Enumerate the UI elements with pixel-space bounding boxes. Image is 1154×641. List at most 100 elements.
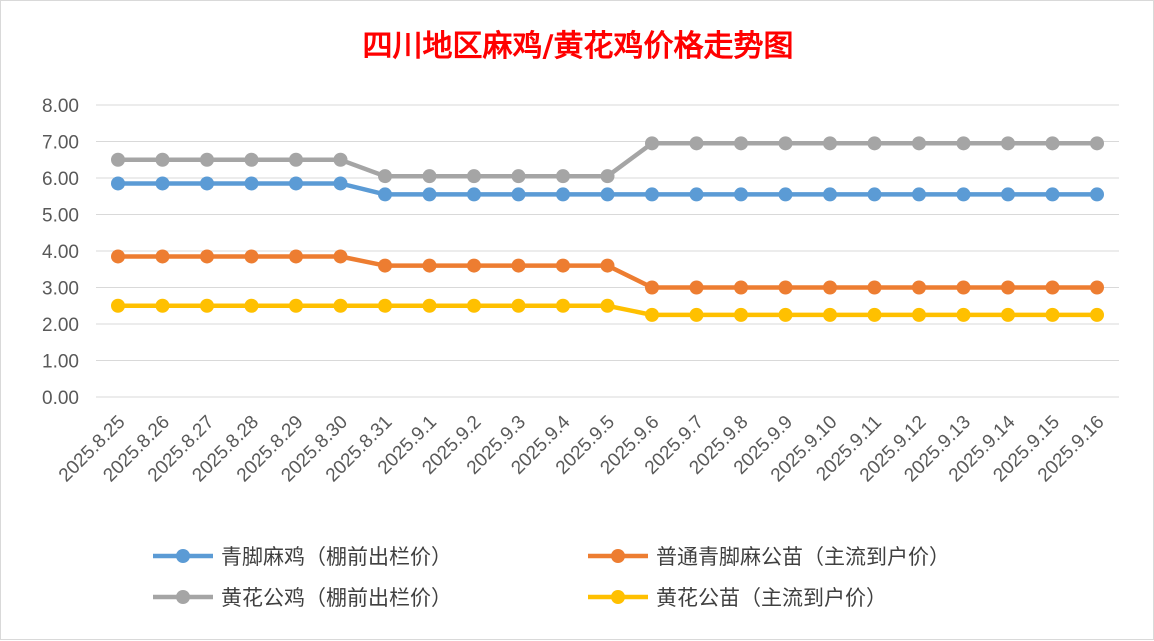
data-point (244, 152, 259, 167)
data-point (956, 136, 971, 151)
legend-entry: 黄花公苗（主流到户价） (588, 586, 887, 610)
data-point (333, 152, 348, 167)
data-point (823, 307, 837, 322)
data-point (511, 258, 526, 273)
y-tick-label: 6.00 (42, 169, 79, 190)
data-point (778, 280, 793, 295)
y-tick-label: 2.00 (42, 315, 79, 336)
data-point (645, 307, 659, 322)
data-point (600, 298, 615, 313)
data-point (333, 298, 348, 313)
data-point (1090, 280, 1104, 295)
legend-marker (611, 590, 625, 604)
data-point (912, 307, 926, 322)
data-point (778, 187, 793, 202)
data-point (600, 187, 615, 202)
data-point (689, 280, 704, 295)
data-point (155, 298, 170, 313)
data-point (289, 298, 303, 313)
legend-marker (176, 549, 190, 563)
data-point (956, 187, 971, 202)
data-point (823, 280, 837, 295)
data-point (1090, 136, 1104, 151)
data-point (734, 307, 748, 322)
data-point (378, 169, 392, 184)
data-point (867, 187, 882, 202)
data-point (600, 258, 615, 273)
legend-marker (176, 590, 190, 604)
y-tick-label: 3.00 (42, 279, 79, 300)
data-point (689, 307, 704, 322)
data-point (511, 169, 526, 184)
data-point (200, 152, 214, 167)
data-point (289, 176, 303, 191)
data-point (155, 152, 170, 167)
data-point (467, 258, 481, 273)
data-point (689, 136, 704, 151)
data-point (867, 136, 882, 151)
data-point (467, 187, 481, 202)
data-point (155, 176, 170, 191)
chart-title: 四川地区麻鸡/黄花鸡价格走势图 (363, 29, 794, 64)
y-tick-label: 0.00 (42, 388, 79, 409)
series-1 (111, 176, 1104, 202)
data-point (956, 307, 971, 322)
data-point (645, 187, 659, 202)
data-point (511, 187, 526, 202)
data-point (200, 176, 214, 191)
data-point (1045, 280, 1060, 295)
data-point (1001, 187, 1015, 202)
legend-entry: 普通青脚麻公苗（主流到户价） (588, 545, 950, 569)
y-tick-label: 5.00 (42, 206, 79, 227)
data-point (556, 258, 570, 273)
data-point (1045, 136, 1060, 151)
legend-entry: 青脚麻鸡（棚前出栏价） (153, 545, 452, 569)
data-point (378, 187, 392, 202)
data-point (1090, 307, 1104, 322)
y-tick-label: 8.00 (42, 96, 79, 117)
data-point (823, 136, 837, 151)
data-point (333, 176, 348, 191)
data-point (912, 136, 926, 151)
data-point (645, 136, 659, 151)
y-tick-label: 7.00 (42, 133, 79, 154)
data-point (378, 258, 392, 273)
data-point (155, 249, 170, 264)
data-point (867, 307, 882, 322)
data-point (333, 249, 348, 264)
series-2 (111, 249, 1104, 295)
data-point (467, 298, 481, 313)
data-point (912, 280, 926, 295)
legend-label: 黄花公苗（主流到户价） (656, 586, 887, 610)
legend-label: 青脚麻鸡（棚前出栏价） (221, 545, 452, 569)
data-point (1001, 307, 1015, 322)
data-point (600, 169, 615, 184)
series-4 (111, 298, 1104, 322)
data-point (778, 307, 793, 322)
data-point (244, 298, 259, 313)
data-point (111, 152, 125, 167)
y-tick-label: 1.00 (42, 352, 79, 373)
data-point (244, 249, 259, 264)
data-point (1045, 307, 1060, 322)
legend-entry: 黄花公鸡（棚前出栏价） (153, 586, 452, 610)
data-point (422, 187, 437, 202)
data-point (734, 187, 748, 202)
legend-label: 黄花公鸡（棚前出栏价） (221, 586, 452, 610)
data-point (422, 298, 437, 313)
data-point (111, 298, 125, 313)
data-point (912, 187, 926, 202)
y-tick-label: 4.00 (42, 242, 79, 263)
data-point (378, 298, 392, 313)
data-point (823, 187, 837, 202)
legend-label: 普通青脚麻公苗（主流到户价） (656, 545, 950, 569)
data-point (511, 298, 526, 313)
data-point (1001, 280, 1015, 295)
data-point (1001, 136, 1015, 151)
data-point (111, 249, 125, 264)
series-3 (111, 136, 1104, 184)
data-point (200, 298, 214, 313)
data-point (422, 169, 437, 184)
